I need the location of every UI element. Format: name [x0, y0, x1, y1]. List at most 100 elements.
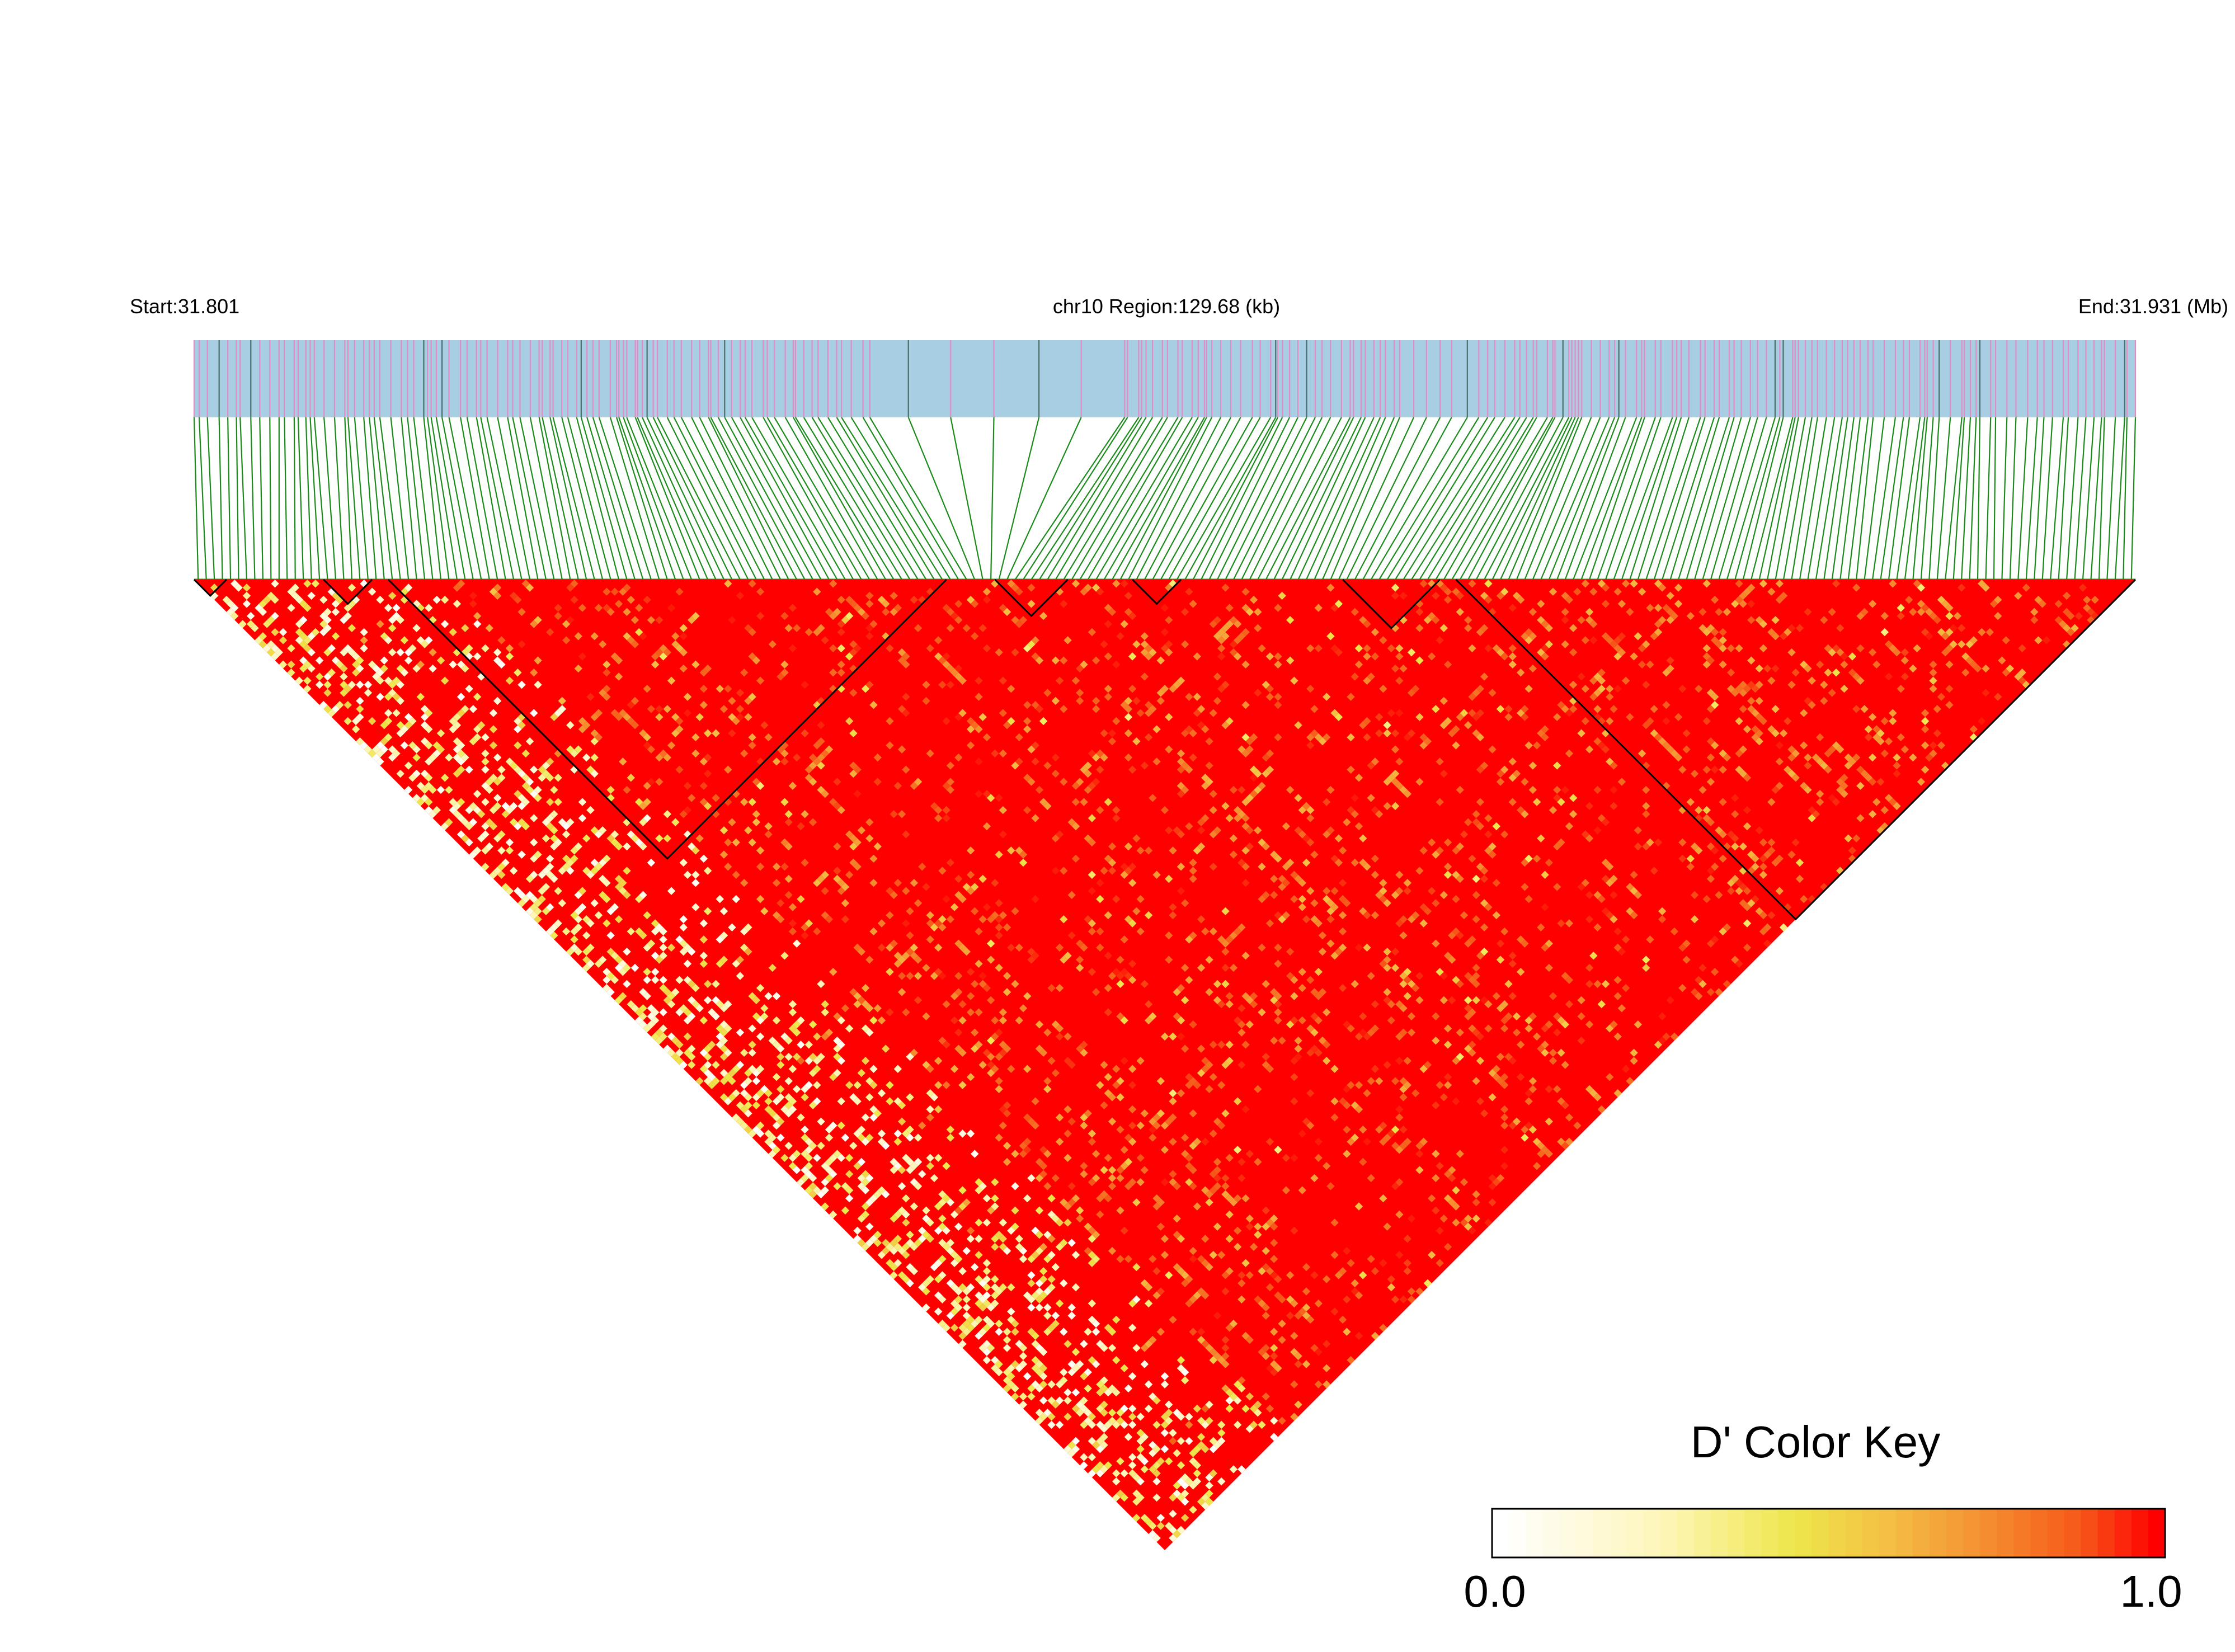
ld-cell: [934, 1259, 943, 1267]
ld-cell: [1096, 1445, 1104, 1453]
ld-cell: [1189, 858, 1197, 867]
ld-cell: [756, 983, 765, 992]
ld-cell: [764, 1137, 773, 1146]
ld-cell: [1274, 854, 1282, 863]
ld-cell: [1075, 1044, 1084, 1053]
color-key-step: [1710, 1509, 1729, 1557]
snp-connector: [1370, 417, 1468, 580]
ld-cell: [768, 1109, 777, 1118]
ld-cell: [554, 611, 562, 620]
ld-cell: [1189, 1457, 1197, 1466]
ld-cell: [1799, 741, 1808, 750]
ld-cell: [659, 943, 667, 952]
ld-cell: [562, 636, 571, 644]
ld-cell: [1302, 1287, 1311, 1296]
region-title: chr10 Region:129.68 (kb): [1053, 295, 1280, 318]
ld-cell: [958, 709, 967, 717]
ld-cell: [1706, 874, 1715, 883]
ld-cell: [574, 923, 582, 931]
ld-cell: [683, 806, 692, 815]
ld-cell: [1771, 785, 1780, 794]
snp-connector: [1386, 417, 1489, 580]
ld-cell: [1553, 1012, 1561, 1020]
ld-cell: [1051, 834, 1060, 843]
ld-cell: [926, 644, 934, 653]
ld-cell: [821, 1178, 829, 1187]
ld-cell: [902, 652, 910, 661]
snp-connector-lines: [193, 417, 2137, 580]
ld-cell: [683, 870, 692, 879]
ld-cell: [772, 1072, 781, 1081]
ld-cell: [2018, 676, 2026, 685]
snp-connector: [1265, 417, 1351, 580]
ld-cell: [481, 846, 490, 855]
ld-cell: [934, 1307, 943, 1316]
ld-cell: [691, 611, 700, 620]
ld-cell: [1060, 778, 1068, 786]
ld-cell: [1537, 923, 1545, 931]
ld-cell: [1338, 911, 1347, 920]
ld-cell: [1322, 887, 1331, 895]
ld-cell: [914, 1239, 923, 1247]
ld-cell: [873, 753, 882, 762]
snp-connector: [363, 417, 377, 580]
ld-cell: [1949, 624, 1958, 632]
ld-cell: [420, 705, 429, 713]
ld-cell: [760, 907, 769, 916]
ld-cell: [1743, 943, 1752, 952]
ld-cell: [1241, 863, 1250, 871]
ld-cell: [1213, 1117, 1222, 1126]
ld-cell: [1051, 1400, 1060, 1409]
ld-cell: [639, 632, 647, 641]
ld-cell: [1238, 745, 1246, 754]
ld-cell: [728, 616, 736, 624]
ld-cell: [764, 992, 773, 1000]
ld-cell: [1347, 1137, 1355, 1146]
ld-cell: [1185, 1154, 1193, 1162]
ld-cell: [1221, 802, 1230, 811]
ld-cell: [1205, 1263, 1213, 1272]
ld-cell: [1051, 1020, 1060, 1029]
ld-cell: [1452, 1186, 1460, 1194]
ld-cell: [914, 778, 923, 786]
ld-cell: [1051, 1174, 1060, 1183]
ld-cell: [623, 947, 631, 956]
ld-cell: [1084, 1328, 1092, 1336]
ld-cell: [1864, 733, 1873, 742]
ld-cell: [1189, 1166, 1197, 1174]
ld-cell: [1876, 778, 1885, 786]
ld-cell: [432, 741, 441, 750]
ld-cell: [538, 895, 546, 903]
ld-cell: [1091, 1360, 1100, 1368]
ld-cell: [461, 753, 469, 762]
ld-cell: [1407, 1214, 1416, 1223]
ld-cell: [1031, 757, 1039, 766]
ld-cell: [525, 737, 534, 746]
ld-cell: [1071, 782, 1080, 790]
ld-cell: [1120, 1493, 1128, 1502]
ld-cell: [1848, 669, 1857, 677]
ld-cell: [340, 616, 348, 624]
ld-cell: [1221, 980, 1230, 989]
ld-cell: [1124, 1157, 1133, 1166]
ld-cell: [323, 705, 332, 713]
ld-cell: [1185, 587, 1193, 596]
ld-cell: [1419, 903, 1428, 911]
ld-cell: [562, 927, 571, 936]
ld-cell: [1343, 1150, 1351, 1158]
ld-cell: [703, 802, 712, 811]
ld-cell: [1532, 741, 1541, 750]
ld-cell: [1124, 972, 1133, 980]
ld-cell: [1900, 648, 1909, 657]
ld-cell: [1723, 608, 1731, 616]
ld-cell: [1088, 1453, 1097, 1461]
ld-cell: [999, 1041, 1008, 1049]
ld-cell: [1136, 1445, 1145, 1453]
ld-cell: [1468, 1226, 1476, 1235]
ld-cell: [1221, 963, 1230, 972]
ld-cell: [861, 1057, 870, 1065]
ld-cell: [489, 725, 498, 733]
ld-cell: [1856, 814, 1865, 822]
ld-cell: [623, 632, 631, 641]
ld-cell: [246, 611, 255, 620]
